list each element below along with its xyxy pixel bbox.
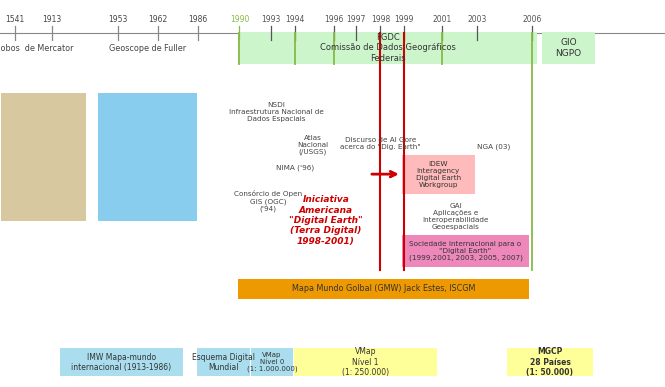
Text: Esquema Digital
Mundial: Esquema Digital Mundial [192, 353, 255, 372]
Text: 1990: 1990 [229, 15, 249, 24]
Text: 1962: 1962 [149, 15, 168, 24]
Text: 1953: 1953 [108, 15, 128, 24]
Text: 2006: 2006 [522, 15, 542, 24]
Text: Mapa Mundo Golbal (GMW) Jack Estes, ISCGM: Mapa Mundo Golbal (GMW) Jack Estes, ISCG… [292, 284, 475, 293]
Text: 1541: 1541 [5, 15, 24, 24]
Text: VMap
Nível 0
(1: 1.000.000): VMap Nível 0 (1: 1.000.000) [247, 352, 297, 372]
Bar [402, 235, 529, 267]
Text: Geoscope de Fuller: Geoscope de Fuller [109, 44, 186, 53]
Text: GAI
Aplicações e
Interoperabilidade
Geoespaciais: GAI Aplicações e Interoperabilidade Geoe… [422, 203, 489, 230]
Bar [294, 348, 437, 376]
Text: Discurso de Al Gore
acerca do "Dig. Earth": Discurso de Al Gore acerca do "Dig. Eart… [340, 137, 421, 150]
Text: 1986: 1986 [189, 15, 207, 24]
Bar [238, 279, 529, 299]
Text: 1996: 1996 [324, 15, 344, 24]
Text: 2001: 2001 [433, 15, 452, 24]
Text: 1993: 1993 [261, 15, 281, 24]
Bar [251, 348, 293, 376]
Text: 1997: 1997 [346, 15, 366, 24]
Bar [542, 32, 595, 64]
Text: 2003: 2003 [467, 15, 487, 24]
Text: 1913: 1913 [43, 15, 61, 24]
Bar [402, 155, 475, 194]
Text: 1994: 1994 [285, 15, 305, 24]
Text: IDEW
Interagency
Digital Earth
Workgroup: IDEW Interagency Digital Earth Workgroup [416, 161, 461, 188]
Text: FGDC
Comissão de Dados Geográficos
Federais: FGDC Comissão de Dados Geográficos Feder… [320, 33, 456, 63]
Text: NIMA ('96): NIMA ('96) [276, 165, 315, 171]
Text: VMap
Nível 1
(1: 250.000): VMap Nível 1 (1: 250.000) [342, 347, 389, 377]
Text: 1999: 1999 [394, 15, 414, 24]
Bar [507, 348, 593, 376]
Bar [238, 32, 537, 64]
Text: Consórcio de Open
GIS (OGC)
('94): Consórcio de Open GIS (OGC) ('94) [234, 190, 302, 212]
Text: MGCP
28 Países
(1: 50.000): MGCP 28 Países (1: 50.000) [527, 347, 573, 377]
Text: Sociedade Internacional para o
"Digital Earth"
(1999,2001, 2003, 2005, 2007): Sociedade Internacional para o "Digital … [408, 241, 523, 261]
Bar [98, 93, 197, 221]
Bar [1, 93, 86, 221]
Text: GIO
NGPO: GIO NGPO [555, 38, 582, 58]
Text: NGA (03): NGA (03) [477, 144, 511, 150]
Text: Atlas
Nacional
(/USGS): Atlas Nacional (/USGS) [297, 135, 328, 155]
Text: Iniciativa
Americana
"Digital Earth"
(Terra Digital)
1998-2001): Iniciativa Americana "Digital Earth" (Te… [289, 195, 362, 246]
Text: Globos  de Mercator: Globos de Mercator [0, 44, 74, 53]
Text: NSDI
Infraestrutura Nacional de
Dados Espaciais: NSDI Infraestrutura Nacional de Dados Es… [229, 102, 323, 122]
Text: 1998: 1998 [371, 15, 390, 24]
Text: IMW Mapa-mundo
internacional (1913-1986): IMW Mapa-mundo internacional (1913-1986) [71, 353, 172, 372]
Bar [197, 348, 250, 376]
Bar [60, 348, 183, 376]
